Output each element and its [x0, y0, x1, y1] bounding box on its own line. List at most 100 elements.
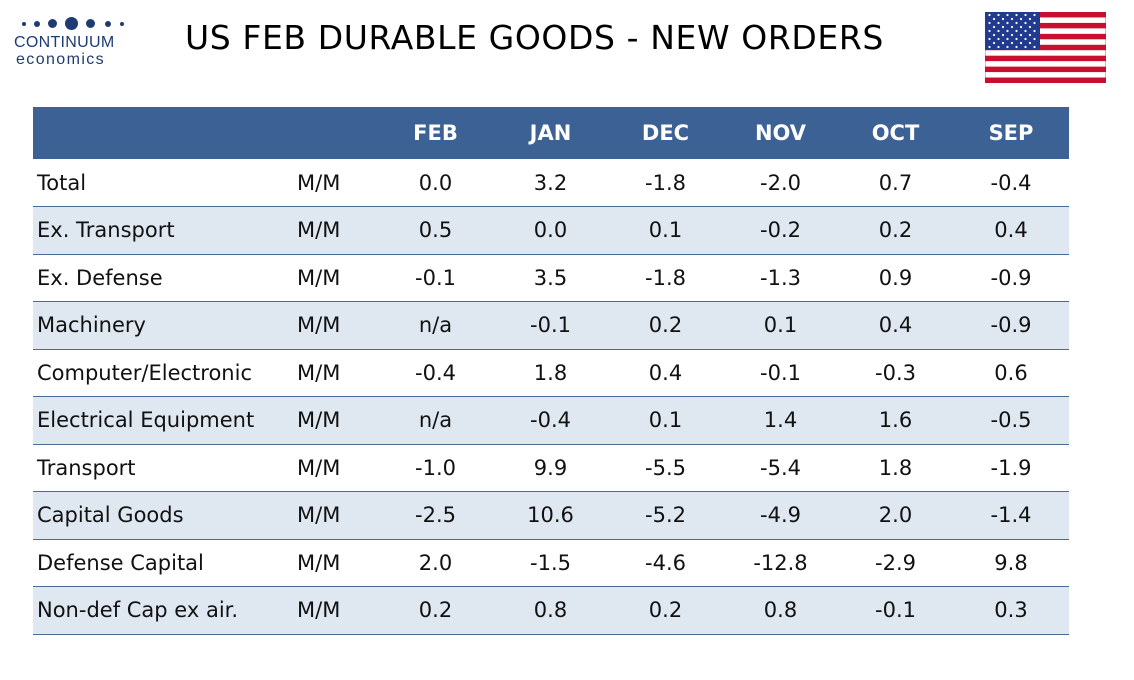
row-unit: M/M: [293, 254, 378, 302]
table-cell: 0.0: [378, 159, 493, 207]
table-cell: -2.0: [723, 159, 838, 207]
column-header-dec: DEC: [641, 121, 690, 145]
table-cell: -0.1: [378, 254, 493, 302]
table-cell: 3.5: [493, 254, 608, 302]
row-unit: M/M: [293, 586, 378, 635]
table-cell: 0.2: [838, 206, 953, 255]
table-cell: -5.5: [608, 444, 723, 492]
table-cell: -12.8: [723, 539, 838, 587]
column-header-oct: OCT: [871, 121, 920, 145]
table-cell: -2.5: [378, 491, 493, 540]
logo-subtitle: economics: [16, 51, 106, 68]
table-cell: 1.8: [838, 444, 953, 492]
table-cell: -1.3: [723, 254, 838, 302]
us-flag-icon: [985, 12, 1106, 83]
table-cell: -1.8: [608, 254, 723, 302]
table-row: Machinery M/M n/a -0.1 0.2 0.1 0.4 -0.9: [33, 301, 1069, 350]
column-header-feb: FEB: [413, 121, 458, 145]
table-cell: 0.2: [378, 586, 493, 635]
table-cell: 0.4: [838, 301, 953, 350]
table-row: Transport M/M -1.0 9.9 -5.5 -5.4 1.8 -1.9: [33, 444, 1069, 492]
row-label: Ex. Transport: [33, 206, 293, 255]
table-cell: 0.6: [953, 349, 1069, 397]
table-cell: 3.2: [493, 159, 608, 207]
row-unit: M/M: [293, 206, 378, 255]
table-cell: 0.2: [608, 301, 723, 350]
row-label: Capital Goods: [33, 491, 293, 540]
table-cell: -0.9: [953, 301, 1069, 350]
table-cell: 0.3: [953, 586, 1069, 635]
table-cell: -0.5: [953, 396, 1069, 445]
row-label: Transport: [33, 444, 293, 492]
table-cell: -0.4: [378, 349, 493, 397]
table-cell: -0.4: [493, 396, 608, 445]
table-cell: 2.0: [378, 539, 493, 587]
table-cell: -2.9: [838, 539, 953, 587]
page-title: US FEB DURABLE GOODS - NEW ORDERS: [185, 18, 884, 57]
table-cell: -1.4: [953, 491, 1069, 540]
table-row: Computer/Electronic M/M -0.4 1.8 0.4 -0.1 -0.3…: [33, 349, 1069, 397]
table-cell: 0.8: [723, 586, 838, 635]
table-cell: -1.8: [608, 159, 723, 207]
table-cell: 0.4: [608, 349, 723, 397]
table-header-row: FEB JAN DEC NOV OCT SEP: [33, 107, 1069, 159]
table-cell: 0.2: [608, 586, 723, 635]
logo-dots-icon: [14, 14, 134, 34]
row-label: Computer/Electronic: [33, 349, 293, 397]
column-header-sep: SEP: [988, 121, 1034, 145]
table-cell: -5.4: [723, 444, 838, 492]
row-unit: M/M: [293, 444, 378, 492]
table-row: Defense Capital M/M 2.0 -1.5 -4.6 -12.8 -2.9 9.…: [33, 539, 1069, 587]
row-unit: M/M: [293, 349, 378, 397]
table-cell: -1.5: [493, 539, 608, 587]
table-cell: -0.3: [838, 349, 953, 397]
table-row: Ex. Transport M/M 0.5 0.0 0.1 -0.2 0.2 0.4: [33, 206, 1069, 255]
row-unit: M/M: [293, 396, 378, 445]
table-cell: -4.6: [608, 539, 723, 587]
table-cell: -5.2: [608, 491, 723, 540]
table-cell: n/a: [378, 301, 493, 350]
table-row: Capital Goods M/M -2.5 10.6 -5.2 -4.9 2.0 -1.4: [33, 491, 1069, 540]
table-cell: -0.2: [723, 206, 838, 255]
table-cell: 2.0: [838, 491, 953, 540]
row-unit: M/M: [293, 301, 378, 350]
row-label: Non-def Cap ex air.: [33, 586, 293, 635]
row-unit: M/M: [293, 491, 378, 540]
continuum-economics-logo: CONTINUUM economics: [14, 14, 134, 68]
table-cell: 1.6: [838, 396, 953, 445]
table-cell: 0.5: [378, 206, 493, 255]
table-cell: 0.1: [608, 396, 723, 445]
row-label: Defense Capital: [33, 539, 293, 587]
table-cell: -4.9: [723, 491, 838, 540]
table-cell: -0.1: [838, 586, 953, 635]
table-cell: 0.4: [953, 206, 1069, 255]
column-header-jan: JAN: [529, 121, 572, 145]
row-label: Ex. Defense: [33, 254, 293, 302]
row-label: Electrical Equipment: [33, 396, 293, 445]
table-cell: 0.7: [838, 159, 953, 207]
table-cell: 1.4: [723, 396, 838, 445]
table-cell: -1.0: [378, 444, 493, 492]
row-unit: M/M: [293, 159, 378, 207]
table-cell: n/a: [378, 396, 493, 445]
table-cell: 0.0: [493, 206, 608, 255]
table-cell: 10.6: [493, 491, 608, 540]
table-cell: -0.1: [493, 301, 608, 350]
table-row: Electrical Equipment M/M n/a -0.4 0.1 1.4 1.6-…: [33, 396, 1069, 445]
row-unit: M/M: [293, 539, 378, 587]
table-cell: 1.8: [493, 349, 608, 397]
table-cell: -1.9: [953, 444, 1069, 492]
table-cell: 0.1: [608, 206, 723, 255]
table-cell: 0.8: [493, 586, 608, 635]
table-cell: -0.1: [723, 349, 838, 397]
durable-goods-table: FEB JAN DEC NOV OCT SEP Total M/M 0.0 3.2 -1.8 -2.…: [33, 107, 1069, 635]
column-header-blank: [33, 107, 293, 159]
table-row: Total M/M 0.0 3.2 -1.8 -2.0 0.7 -0.4: [33, 159, 1069, 207]
logo-name: CONTINUUM: [14, 34, 115, 51]
column-header-blank: [293, 107, 378, 159]
table-cell: 0.1: [723, 301, 838, 350]
table-cell: 9.9: [493, 444, 608, 492]
table-cell: -0.4: [953, 159, 1069, 207]
column-header-nov: NOV: [754, 121, 807, 145]
table-row: Ex. Defense M/M -0.1 3.5 -1.8 -1.3 0.9 -0.9: [33, 254, 1069, 302]
